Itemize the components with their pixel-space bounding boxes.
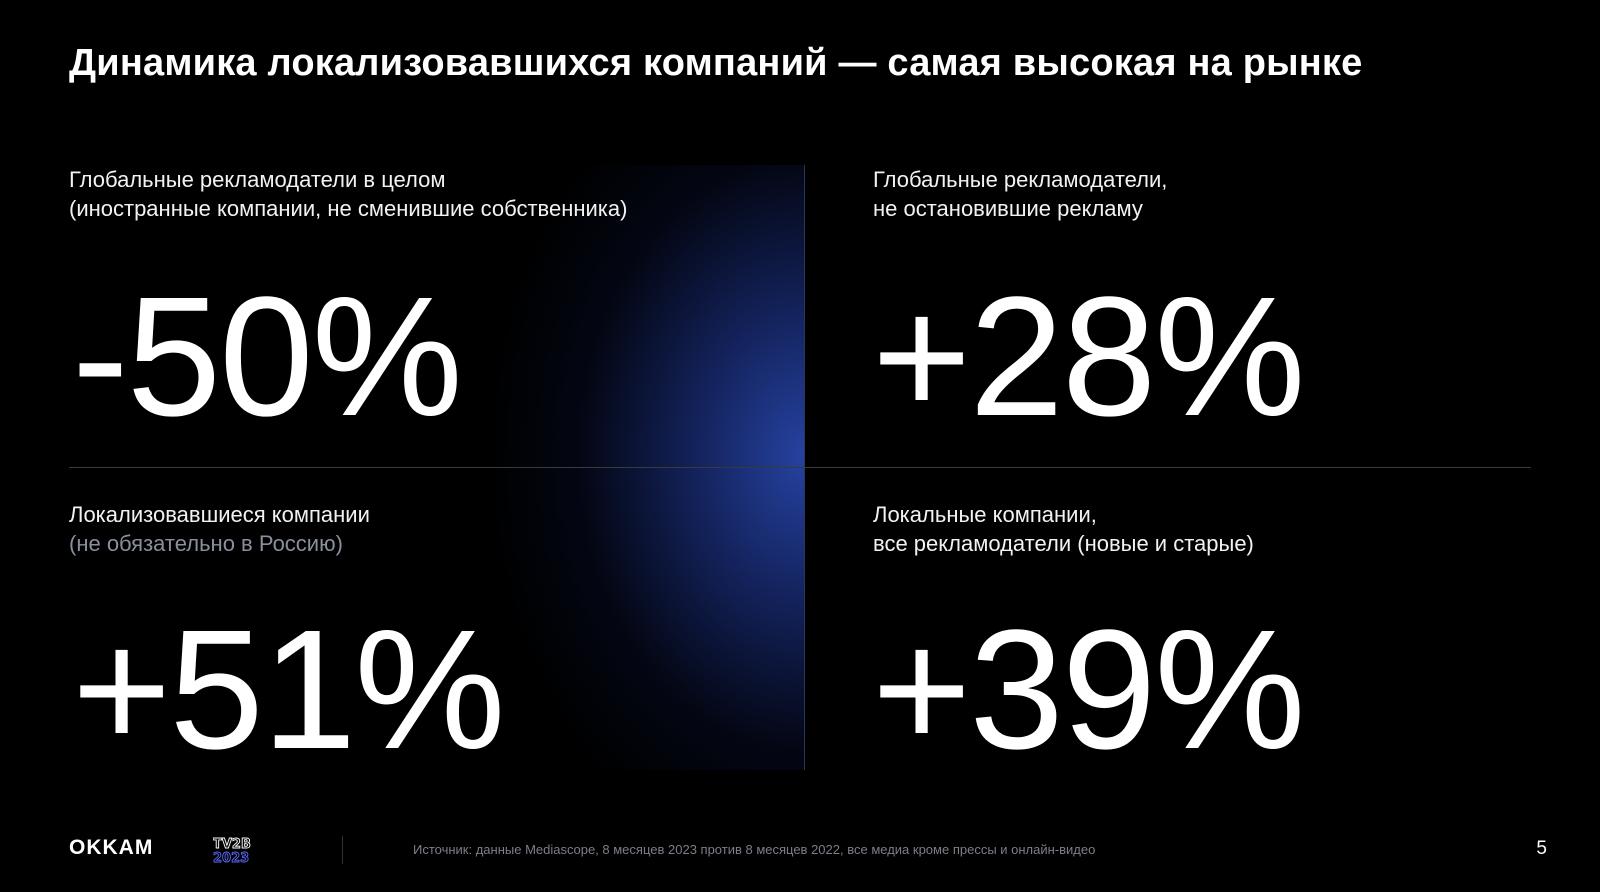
source-note: Источник: данные Mediascope, 8 месяцев 2… <box>413 842 1096 857</box>
quadrant-continuing-advertisers-label: Глобальные рекламодатели, не остановивши… <box>873 165 1167 223</box>
quadrant-localized-companies-label: Локализовавшиеся компании (не обязательн… <box>69 500 370 558</box>
label-line-2: (иностранные компании, не сменившие собс… <box>69 196 628 221</box>
quadrant-localized-companies-value: +51% <box>72 595 506 785</box>
page-number: 5 <box>1536 838 1547 859</box>
label-line-1: Локальные компании, <box>873 502 1097 527</box>
quadrant-global-advertisers-value: -50% <box>72 262 463 452</box>
label-line-1: Локализовавшиеся компании <box>69 502 370 527</box>
slide-title: Динамика локализовавшихся компаний — сам… <box>69 42 1363 84</box>
label-line-2: все рекламодатели (новые и старые) <box>873 531 1254 556</box>
footer-separator <box>342 836 343 864</box>
quadrant-local-companies-value: +39% <box>872 595 1306 785</box>
quadrant-continuing-advertisers-value: +28% <box>872 262 1306 452</box>
event-logo-line-1: TV2B <box>213 837 251 852</box>
okkam-logo: OKKAM <box>69 836 154 859</box>
quadrant-global-advertisers-label: Глобальные рекламодатели в целом (иностр… <box>69 165 627 223</box>
horizontal-divider <box>69 467 1531 468</box>
label-line-2: (не обязательно в Россию) <box>69 531 343 556</box>
quadrant-local-companies-label: Локальные компании, все рекламодатели (н… <box>873 500 1254 558</box>
label-line-1: Глобальные рекламодатели в целом <box>69 167 446 192</box>
tv2b-event-logo: TV2B 2023 <box>213 837 251 864</box>
label-line-1: Глобальные рекламодатели, <box>873 167 1168 192</box>
label-line-2: не остановившие рекламу <box>873 196 1143 221</box>
event-logo-line-2: 2023 <box>213 851 249 864</box>
